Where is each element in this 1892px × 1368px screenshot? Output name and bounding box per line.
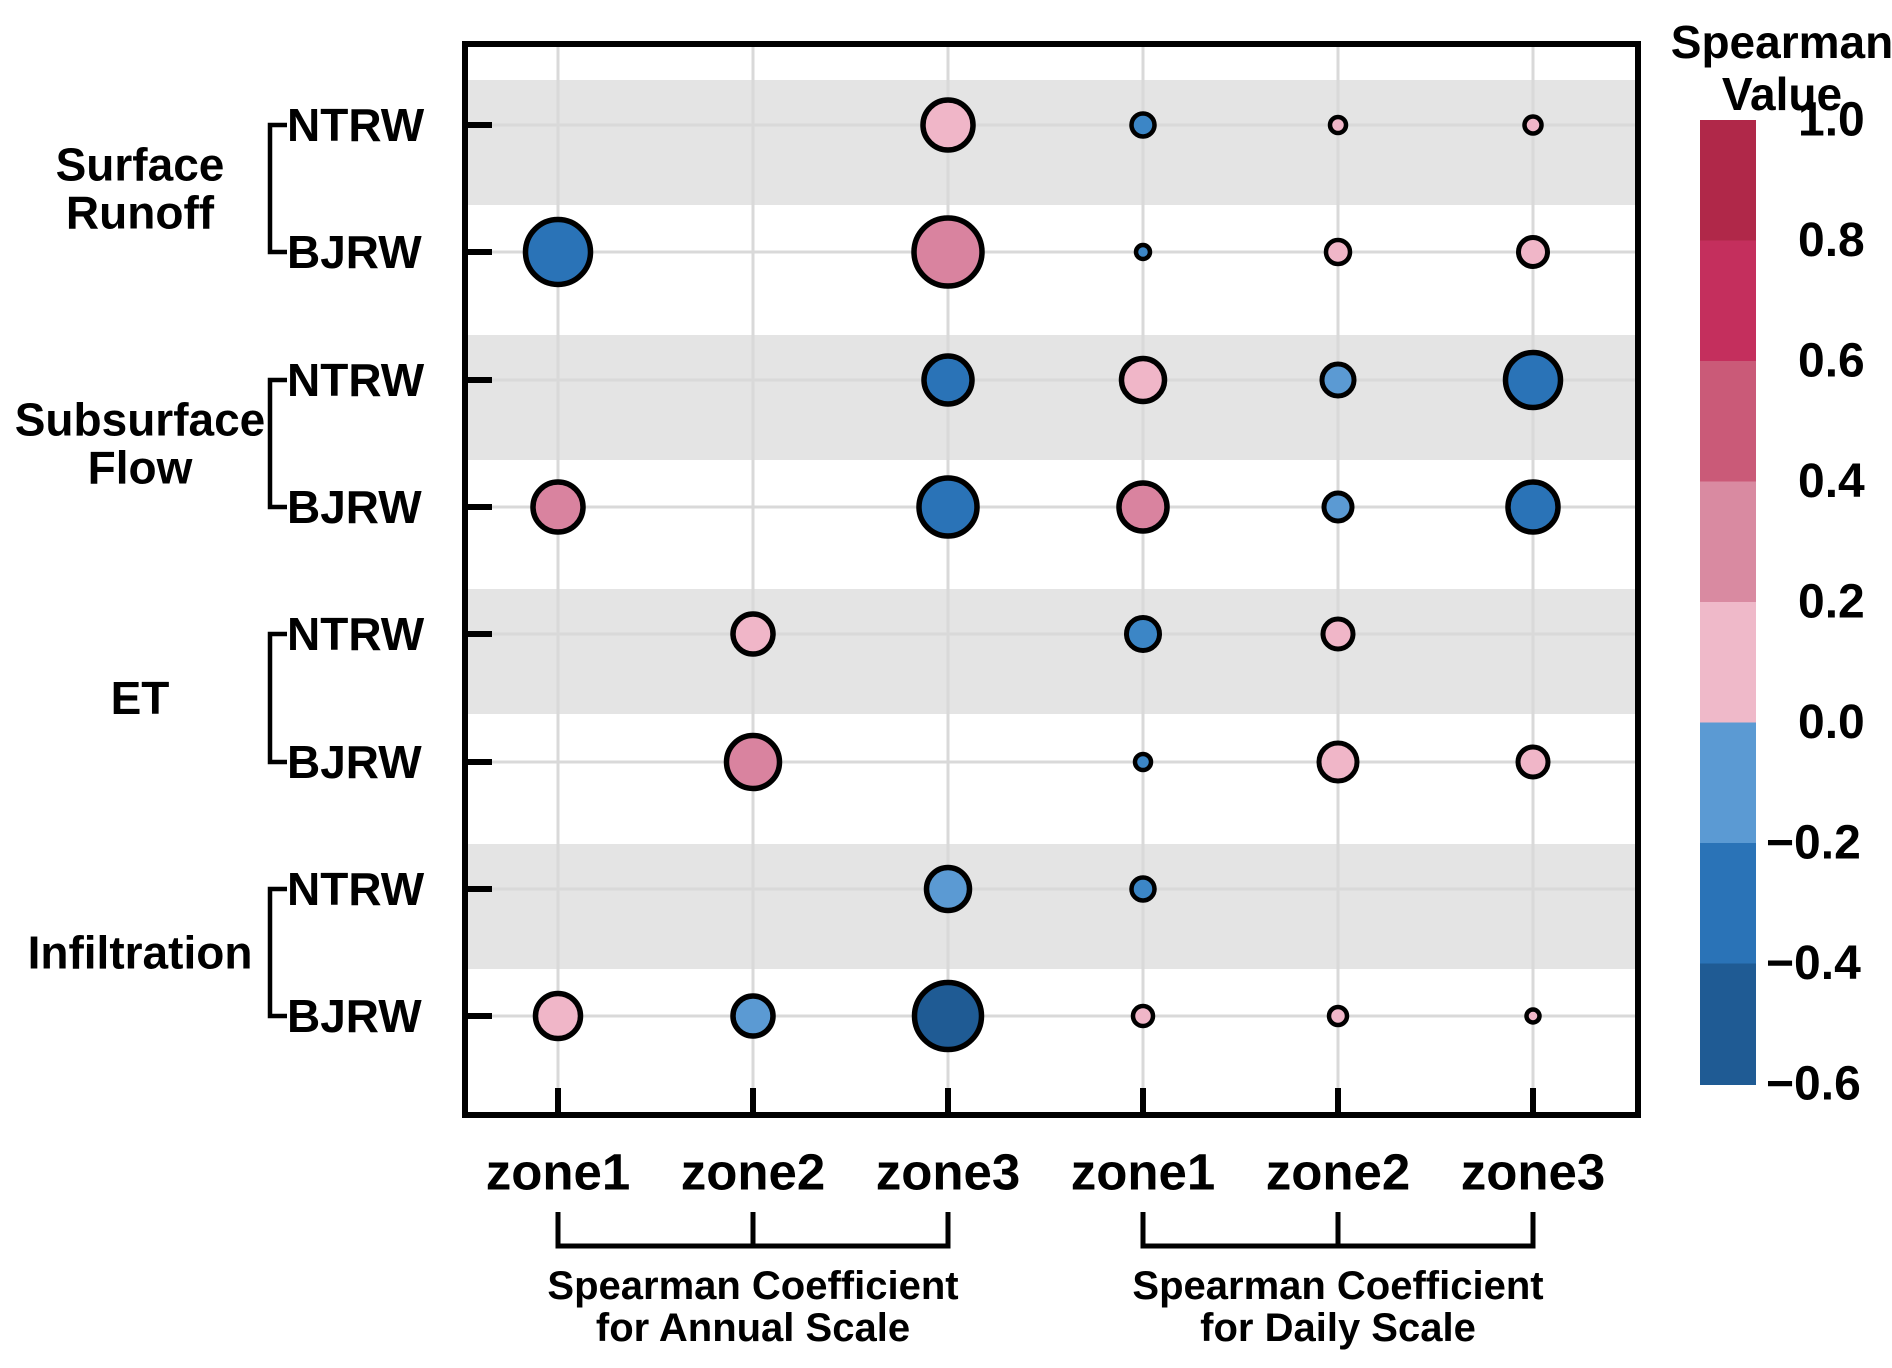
bubble-daily-zone1-ntrw-et [1124, 615, 1162, 653]
watershed-label-bjrw-surface-runoff: BJRW [287, 226, 422, 278]
scale-annotation-for-daily-scale-line2: for Daily Scale [1200, 1306, 1476, 1350]
zone-label-0-zone1: zone1 [486, 1144, 631, 1201]
pair-bracket-infiltration [267, 886, 287, 1019]
bubble-daily-zone1-bjrw-subsurface-flow [1116, 480, 1170, 534]
bubble-annual-zone3-bjrw-subsurface-flow [916, 475, 980, 539]
colorbar-tick-label-0: 1.0 [1798, 94, 1865, 147]
colorbar-title-line2: Value [1722, 68, 1842, 120]
watershed-label-bjrw-subsurface-flow: BJRW [287, 481, 422, 533]
bubble-daily-zone2-ntrw-et [1320, 616, 1356, 652]
colorbar-band-6 [1700, 843, 1756, 965]
shaded-band-surface-runoff [467, 80, 1636, 205]
variable-label-subsurface-flow-line2: Flow [88, 442, 193, 494]
bubble-daily-zone1-bjrw-et [1132, 751, 1154, 773]
bubble-annual-zone3-bjrw-infiltration [911, 979, 985, 1053]
colorbar-band-4 [1700, 602, 1756, 724]
pair-bracket-surface-runoff [267, 122, 287, 255]
bubble-daily-zone3-bjrw-infiltration [1524, 1007, 1542, 1025]
bubble-daily-zone1-ntrw-subsurface-flow [1118, 355, 1168, 405]
bubble-daily-zone1-bjrw-surface-runoff [1133, 242, 1153, 262]
pair-bracket-subsurface-flow [267, 377, 287, 510]
bubble-daily-zone1-bjrw-infiltration [1130, 1003, 1156, 1029]
plot-border [462, 41, 1641, 1118]
watershed-label-ntrw-surface-runoff: NTRW [287, 99, 425, 151]
colorbar-tick-label-7: −0.4 [1766, 937, 1861, 990]
bubble-daily-zone2-bjrw-subsurface-flow [1321, 490, 1355, 524]
zone-label-5-zone3: zone3 [1461, 1144, 1606, 1201]
watershed-label-ntrw-et: NTRW [287, 608, 425, 660]
pair-bracket-et [267, 631, 287, 765]
colorbar-band-2 [1700, 361, 1756, 483]
variable-label-surface-runoff-line1: Surface [56, 139, 225, 191]
zone-label-2-zone3: zone3 [876, 1144, 1021, 1201]
bubble-daily-zone3-bjrw-et [1515, 744, 1551, 780]
colorbar-band-1 [1700, 240, 1756, 362]
variable-label-infiltration-line1: Infiltration [28, 927, 253, 979]
scale-annotation-for-annual-scale-line2: for Annual Scale [596, 1306, 910, 1350]
variable-label-subsurface-flow-line1: Subsurface [15, 394, 266, 446]
colorbar-band-7 [1700, 963, 1756, 1085]
watershed-label-ntrw-infiltration: NTRW [287, 863, 425, 915]
colorbar-tick-label-4: 0.2 [1798, 576, 1865, 629]
scale-bracket-for-daily-scale [1140, 1212, 1536, 1249]
bubble-annual-zone3-ntrw-infiltration [923, 864, 973, 914]
bubble-daily-zone2-ntrw-subsurface-flow [1319, 361, 1357, 399]
bubble-daily-zone3-bjrw-surface-runoff [1516, 235, 1550, 269]
bubble-daily-zone3-ntrw-surface-runoff [1522, 114, 1544, 136]
colorbar-band-0 [1700, 120, 1756, 242]
colorbar-tick-label-2: 0.6 [1798, 335, 1865, 388]
bubble-annual-zone2-ntrw-et [730, 611, 776, 657]
variable-label-surface-runoff-line2: Runoff [66, 187, 215, 239]
colorbar-tick-label-8: −0.6 [1766, 1058, 1861, 1111]
scale-annotation-for-annual-scale-line1: Spearman Coefficient [547, 1264, 958, 1308]
bubble-annual-zone1-bjrw-infiltration [532, 990, 584, 1042]
bubble-daily-zone3-ntrw-subsurface-flow [1502, 349, 1564, 411]
bubble-annual-zone2-bjrw-infiltration [730, 993, 776, 1039]
bubble-daily-zone1-ntrw-surface-runoff [1129, 111, 1157, 139]
zone-label-3-zone1: zone1 [1071, 1144, 1216, 1201]
scale-bracket-for-annual-scale [555, 1212, 951, 1249]
bubble-daily-zone3-bjrw-subsurface-flow [1505, 479, 1561, 535]
bubble-annual-zone1-bjrw-subsurface-flow [530, 479, 586, 535]
colorbar-title-line1: Spearman [1671, 16, 1892, 68]
variable-label-et-line1: ET [111, 672, 170, 724]
shaded-band-subsurface-flow [467, 335, 1636, 460]
colorbar-tick-label-6: −0.2 [1766, 817, 1861, 870]
bubble-annual-zone3-ntrw-surface-runoff [920, 97, 976, 153]
bubble-daily-zone1-ntrw-infiltration [1129, 875, 1157, 903]
watershed-label-bjrw-infiltration: BJRW [287, 990, 422, 1042]
shaded-band-et [467, 589, 1636, 714]
watershed-label-bjrw-et: BJRW [287, 736, 422, 788]
colorbar-tick-label-3: 0.4 [1798, 455, 1865, 508]
watershed-label-ntrw-subsurface-flow: NTRW [287, 354, 425, 406]
bubble-daily-zone2-bjrw-infiltration [1326, 1004, 1350, 1028]
shaded-band-infiltration [467, 844, 1636, 969]
bubble-annual-zone3-bjrw-surface-runoff [911, 215, 985, 289]
colorbar-band-3 [1700, 481, 1756, 603]
bubble-daily-zone2-bjrw-surface-runoff [1323, 237, 1353, 267]
bubble-annual-zone3-ntrw-subsurface-flow [921, 353, 975, 407]
colorbar-tick-label-1: 0.8 [1798, 214, 1865, 267]
scale-annotation-for-daily-scale-line1: Spearman Coefficient [1132, 1264, 1543, 1308]
colorbar-tick-label-5: 0.0 [1798, 696, 1865, 749]
zone-label-4-zone2: zone2 [1266, 1144, 1411, 1201]
bubble-annual-zone1-bjrw-surface-runoff [522, 216, 594, 288]
bubble-daily-zone2-ntrw-surface-runoff [1327, 114, 1349, 136]
bubble-annual-zone2-bjrw-et [723, 732, 783, 792]
bubble-daily-zone2-bjrw-et [1316, 740, 1360, 784]
colorbar-band-5 [1700, 722, 1756, 844]
zone-label-1-zone2: zone2 [681, 1144, 826, 1201]
